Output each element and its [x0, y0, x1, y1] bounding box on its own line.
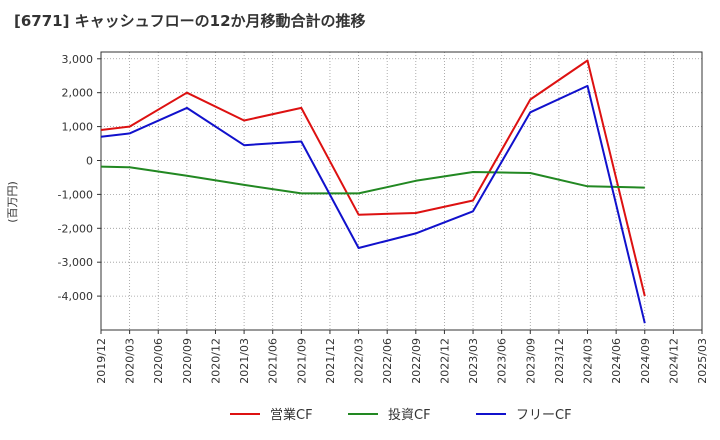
legend: 営業CF 投資CF フリーCF: [230, 407, 572, 423]
y-axis-ticks: 3,000 2,000 1,000 0 -1,000 -2,000 -3,000 -4,000: [58, 53, 101, 303]
x-tick-label: 2024/09: [639, 338, 652, 384]
x-axis-ticks: 2019/12 2020/03 2020/06 2020/09 2020/12 2021/…: [95, 330, 709, 384]
x-tick-label: 2022/03: [353, 338, 366, 384]
grid: [100, 52, 703, 330]
y-tick-label: -2,000: [58, 222, 93, 235]
x-tick-label: 2020/12: [209, 338, 222, 384]
legend-label: 投資CF: [388, 407, 431, 423]
series-lines: [100, 59, 646, 324]
series-line-営業CF: [100, 59, 646, 297]
y-tick-label: 2,000: [62, 87, 94, 100]
x-tick-label: 2022/09: [410, 338, 423, 384]
chart-title: [6771] キャッシュフローの12か月移動合計の推移: [14, 12, 366, 30]
x-tick-label: 2022/06: [381, 338, 394, 384]
x-tick-label: 2020/09: [181, 338, 194, 384]
x-tick-label: 2023/03: [467, 338, 480, 384]
x-tick-label: 2025/03: [696, 338, 709, 384]
legend-label: 営業CF: [270, 407, 313, 423]
y-tick-label: 0: [86, 154, 93, 167]
y-tick-label: -1,000: [58, 188, 93, 201]
x-tick-label: 2021/12: [324, 338, 337, 384]
x-tick-label: 2023/09: [524, 338, 537, 384]
plot-frame: [100, 51, 703, 331]
x-tick-label: 2023/06: [496, 338, 509, 384]
x-tick-label: 2021/09: [295, 338, 308, 384]
x-tick-label: 2021/03: [238, 338, 251, 384]
x-tick-label: 2021/06: [267, 338, 280, 384]
x-tick-label: 2022/12: [438, 338, 451, 384]
x-tick-label: 2020/03: [124, 338, 137, 384]
x-tick-label: 2024/12: [667, 338, 680, 384]
y-tick-label: -4,000: [58, 290, 93, 303]
y-tick-label: 3,000: [62, 53, 94, 66]
y-tick-label: 1,000: [62, 121, 94, 134]
series-line-フリーCF: [100, 84, 646, 324]
series-line-投資CF: [100, 165, 645, 195]
x-tick-label: 2023/12: [553, 338, 566, 384]
x-tick-label: 2024/03: [582, 338, 595, 384]
x-tick-label: 2019/12: [95, 338, 108, 384]
legend-label: フリーCF: [516, 408, 572, 423]
x-tick-label: 2024/06: [610, 338, 623, 384]
y-tick-label: -3,000: [58, 256, 93, 269]
x-tick-label: 2020/06: [152, 338, 165, 384]
y-axis-label: (百万円): [6, 181, 19, 223]
